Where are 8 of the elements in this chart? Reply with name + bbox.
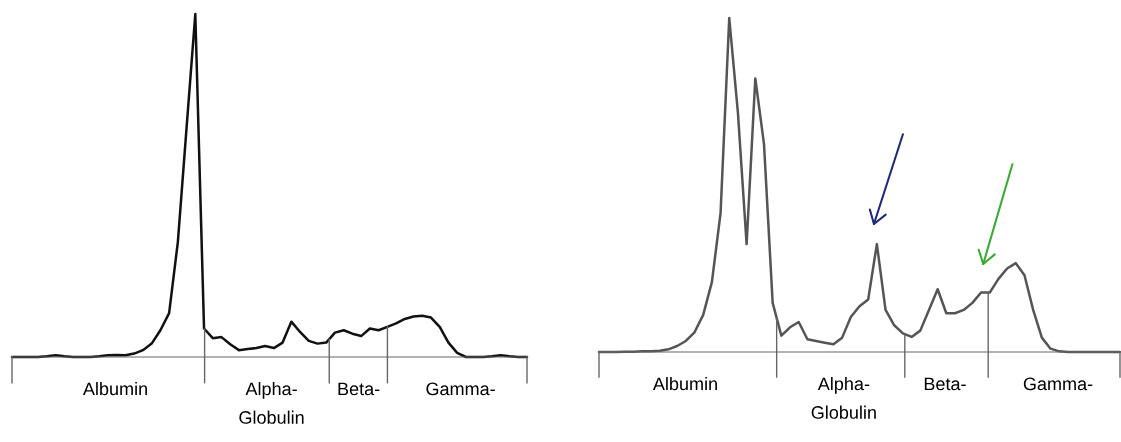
text: Alpha- Globulin (239, 382, 304, 424)
text: Albumin (82, 382, 147, 396)
text: Beta- (924, 377, 966, 391)
text: Albumin (652, 377, 717, 391)
text: Alpha- Globulin (811, 377, 876, 419)
text: Gamma- (426, 382, 495, 396)
text: Beta- (338, 382, 380, 396)
text: Gamma- (1023, 377, 1093, 391)
